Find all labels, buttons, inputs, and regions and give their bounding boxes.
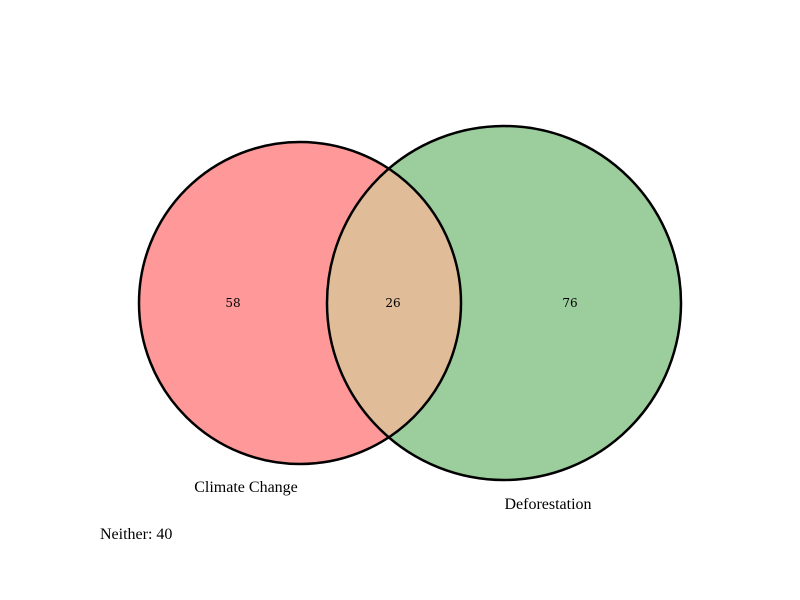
count-deforestation-only: 76	[562, 296, 577, 310]
intersection-region	[327, 142, 461, 464]
set-label-deforestation: Deforestation	[504, 496, 591, 513]
set-label-climate-change: Climate Change	[194, 479, 298, 496]
neither-label: Neither: 40	[100, 526, 172, 543]
count-climate-change-only: 58	[225, 296, 240, 310]
count-intersection: 26	[385, 296, 400, 310]
set-outline-climate-change	[137, 140, 463, 466]
set-outline-deforestation	[325, 124, 683, 482]
